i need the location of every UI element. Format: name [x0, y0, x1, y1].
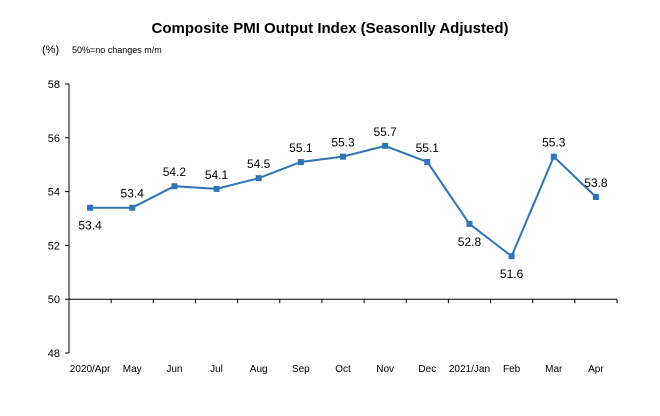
- y-tick-label: 56: [48, 133, 60, 145]
- data-point-marker: [424, 159, 431, 166]
- x-tick-label: Jul: [210, 364, 223, 375]
- data-point-marker: [255, 175, 262, 182]
- x-tick-label: Sep: [292, 364, 310, 375]
- data-label: 55.3: [542, 136, 566, 150]
- data-label: 54.1: [205, 168, 229, 182]
- y-tick-label: 48: [48, 348, 60, 360]
- x-tick-label: Feb: [503, 364, 521, 375]
- baseline-annotation: 50%=no changes m/m: [72, 45, 162, 55]
- data-point-marker: [466, 220, 473, 227]
- x-tick-label: Nov: [376, 364, 394, 375]
- data-label: 53.4: [78, 219, 102, 233]
- data-label: 53.8: [584, 176, 608, 190]
- x-tick-label: Oct: [335, 364, 351, 375]
- data-label: 55.1: [289, 141, 313, 155]
- x-tick-label: Aug: [250, 364, 268, 375]
- x-tick-label: Apr: [588, 364, 604, 375]
- data-label: 53.4: [121, 187, 145, 201]
- data-point-marker: [213, 185, 220, 192]
- x-tick-label: Dec: [418, 364, 436, 375]
- data-label: 55.1: [416, 141, 440, 155]
- y-axis-unit-label: (%): [42, 44, 60, 56]
- data-point-marker: [87, 204, 94, 211]
- data-point-marker: [297, 159, 304, 166]
- y-tick-label: 50: [48, 294, 60, 306]
- chart-title: Composite PMI Output Index (Seasonlly Ad…: [151, 20, 509, 37]
- x-tick-label: 2021/Jan: [449, 364, 490, 375]
- data-point-marker: [550, 153, 557, 160]
- x-tick-label: May: [123, 364, 142, 375]
- data-label: 52.8: [458, 235, 482, 249]
- data-point-marker: [171, 183, 178, 190]
- x-tick-label: Jun: [166, 364, 182, 375]
- data-point-marker: [592, 193, 599, 200]
- data-point-marker: [340, 153, 346, 160]
- data-point-marker: [129, 204, 136, 211]
- x-tick-label: 2020/Apr: [70, 364, 111, 375]
- data-label: 54.5: [247, 157, 271, 171]
- y-tick-label: 58: [48, 79, 60, 91]
- data-point-marker: [508, 253, 515, 260]
- x-tick-label: Mar: [545, 364, 563, 375]
- y-tick-label: 54: [48, 187, 60, 199]
- data-label: 55.3: [331, 136, 355, 150]
- data-point-marker: [382, 142, 389, 149]
- data-label: 55.7: [373, 125, 397, 139]
- y-tick-label: 52: [48, 240, 60, 252]
- data-label: 51.6: [500, 267, 524, 281]
- data-label: 54.2: [163, 165, 187, 179]
- series-line: [90, 144, 597, 258]
